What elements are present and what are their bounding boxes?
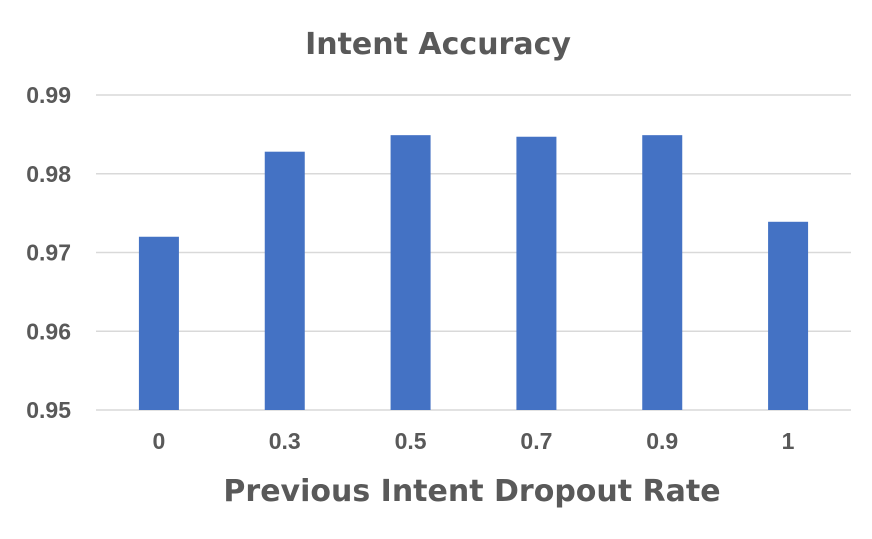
bar-0 (138, 236, 179, 410)
x-tick-label: 0.7 (520, 428, 552, 454)
gridlines (96, 94, 851, 411)
y-axis-ticks: 0.95 0.96 0.97 0.98 0.99 (26, 82, 71, 423)
x-axis-label: Previous Intent Dropout Rate (223, 474, 720, 509)
bar-1 (768, 221, 809, 410)
y-tick-label: 0.97 (26, 240, 71, 266)
y-tick-label: 0.99 (26, 82, 71, 108)
y-tick-label: 0.95 (26, 397, 71, 423)
x-tick-label: 0 (153, 428, 166, 454)
x-axis-ticks: 0 0.3 0.5 0.7 0.9 1 (153, 428, 795, 454)
x-tick-label: 0.3 (269, 428, 301, 454)
x-tick-label: 0.5 (395, 428, 427, 454)
bars (138, 135, 809, 411)
y-tick-label: 0.96 (26, 318, 71, 344)
bar-0.7 (516, 136, 557, 411)
bar-0.9 (642, 135, 683, 410)
y-tick-label: 0.98 (26, 161, 71, 187)
chart-title: Intent Accuracy (305, 27, 571, 62)
x-tick-label: 0.9 (646, 428, 678, 454)
x-tick-label: 1 (782, 428, 795, 454)
bar-0.5 (390, 135, 431, 410)
bar-0.3 (264, 151, 305, 410)
